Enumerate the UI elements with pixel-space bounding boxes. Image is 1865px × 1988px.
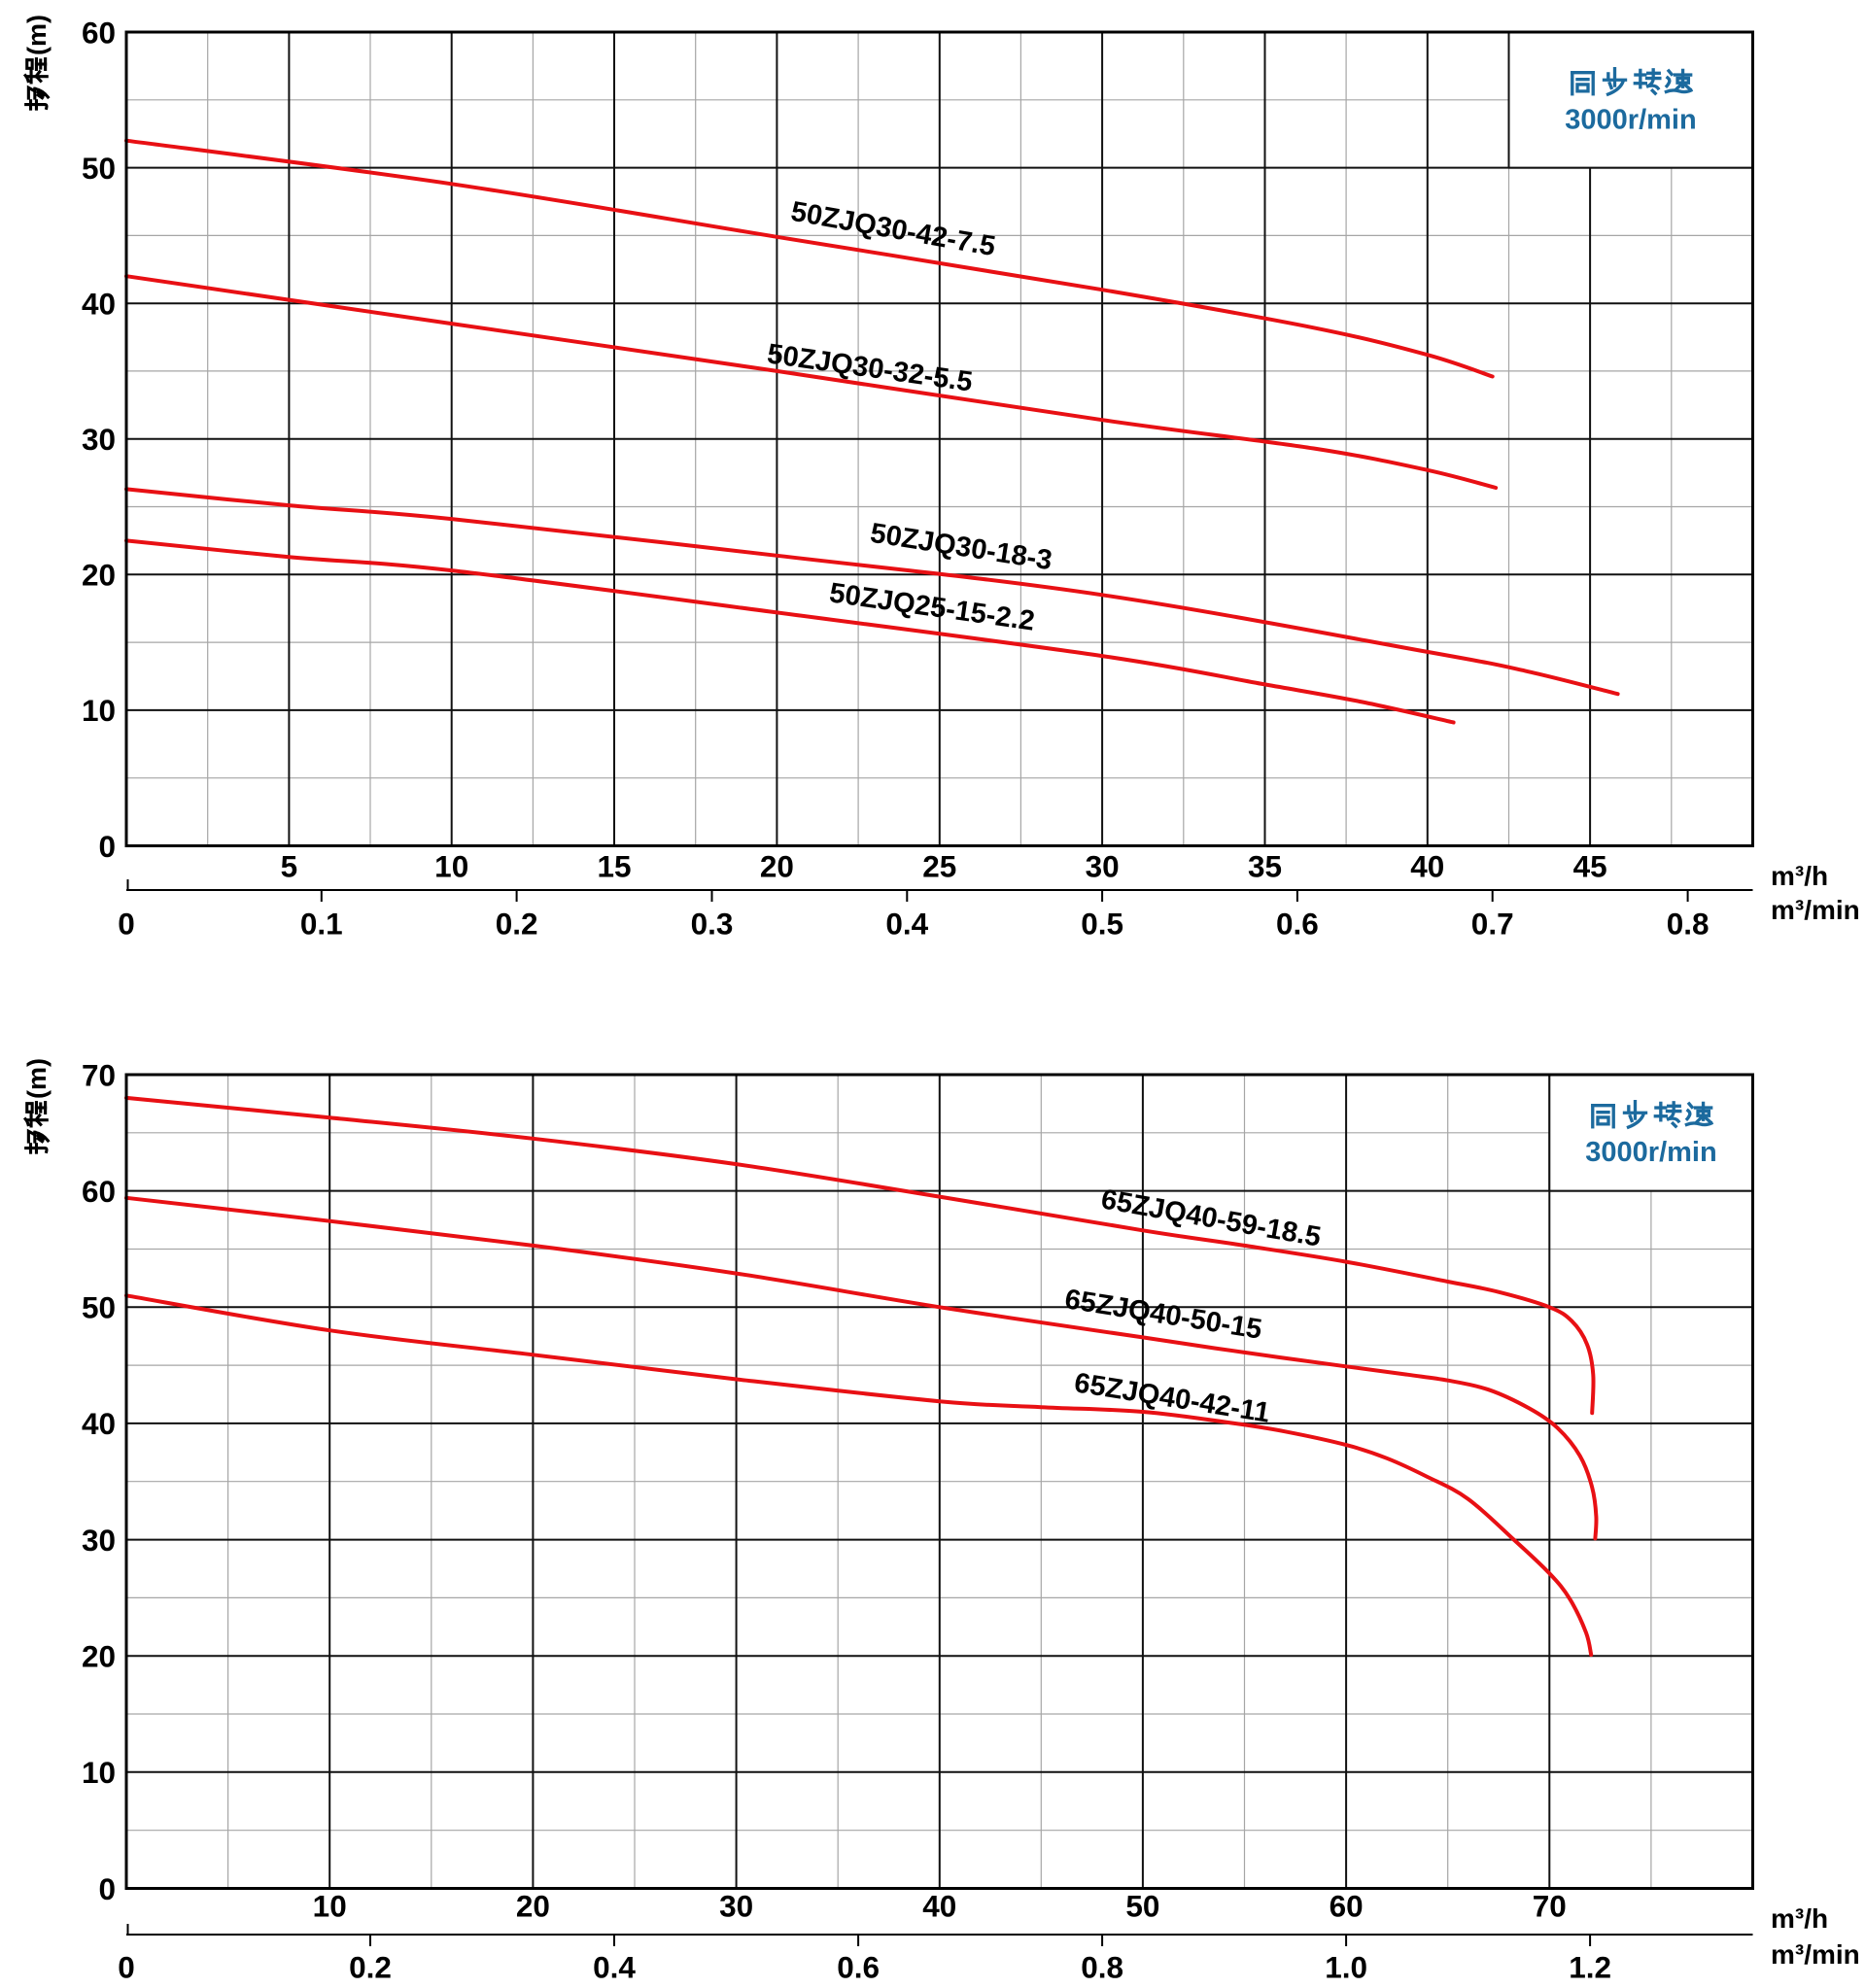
svg-text:35: 35 — [1248, 849, 1282, 884]
svg-text:45: 45 — [1573, 849, 1607, 884]
svg-text:50: 50 — [82, 151, 116, 186]
svg-text:(m): (m) — [22, 1058, 52, 1099]
svg-text:5: 5 — [281, 849, 298, 884]
svg-text:30: 30 — [82, 422, 116, 457]
svg-text:20: 20 — [760, 849, 794, 884]
svg-text:0.2: 0.2 — [496, 907, 538, 942]
svg-text:20: 20 — [82, 1639, 116, 1674]
svg-text:10: 10 — [434, 849, 468, 884]
svg-text:0.8: 0.8 — [1081, 1950, 1123, 1985]
svg-text:50: 50 — [82, 1290, 116, 1325]
svg-text:10: 10 — [82, 693, 116, 728]
svg-text:m³/min: m³/min — [1771, 895, 1860, 925]
svg-text:30: 30 — [1086, 849, 1120, 884]
svg-text:60: 60 — [82, 1174, 116, 1209]
svg-text:10: 10 — [82, 1755, 116, 1790]
svg-text:40: 40 — [82, 1406, 116, 1441]
svg-text:15: 15 — [597, 849, 631, 884]
svg-text:0.2: 0.2 — [349, 1950, 392, 1985]
svg-text:0.4: 0.4 — [593, 1950, 636, 1985]
svg-text:50: 50 — [1125, 1889, 1159, 1924]
svg-text:60: 60 — [82, 15, 116, 50]
svg-text:3000r/min: 3000r/min — [1565, 105, 1696, 136]
svg-text:3000r/min: 3000r/min — [1585, 1137, 1716, 1168]
svg-text:40: 40 — [1410, 849, 1444, 884]
svg-text:m³/h: m³/h — [1771, 1903, 1828, 1934]
svg-text:25: 25 — [922, 849, 956, 884]
svg-text:70: 70 — [82, 1057, 116, 1092]
svg-text:70: 70 — [1533, 1889, 1567, 1924]
svg-text:m³/h: m³/h — [1771, 861, 1828, 891]
svg-text:0.4: 0.4 — [885, 907, 928, 942]
svg-text:20: 20 — [516, 1889, 550, 1924]
svg-text:30: 30 — [719, 1889, 753, 1924]
svg-text:(m): (m) — [22, 15, 52, 55]
svg-text:40: 40 — [82, 287, 116, 322]
svg-text:0.8: 0.8 — [1667, 907, 1710, 942]
svg-text:0: 0 — [98, 1871, 116, 1906]
svg-text:0: 0 — [98, 829, 116, 864]
svg-text:30: 30 — [82, 1523, 116, 1558]
svg-text:0: 0 — [118, 907, 135, 942]
svg-text:0.7: 0.7 — [1471, 907, 1514, 942]
svg-text:0.3: 0.3 — [691, 907, 734, 942]
svg-text:0.6: 0.6 — [1276, 907, 1319, 942]
svg-text:0.6: 0.6 — [837, 1950, 880, 1985]
svg-text:0.1: 0.1 — [300, 907, 343, 942]
svg-text:60: 60 — [1330, 1889, 1364, 1924]
svg-text:1.0: 1.0 — [1325, 1950, 1367, 1985]
svg-text:10: 10 — [313, 1889, 347, 1924]
svg-text:m³/min: m³/min — [1771, 1939, 1860, 1970]
svg-text:40: 40 — [922, 1889, 956, 1924]
svg-text:0.5: 0.5 — [1081, 907, 1123, 942]
svg-text:1.2: 1.2 — [1569, 1950, 1611, 1985]
svg-text:0: 0 — [118, 1950, 135, 1985]
svg-text:20: 20 — [82, 558, 116, 593]
